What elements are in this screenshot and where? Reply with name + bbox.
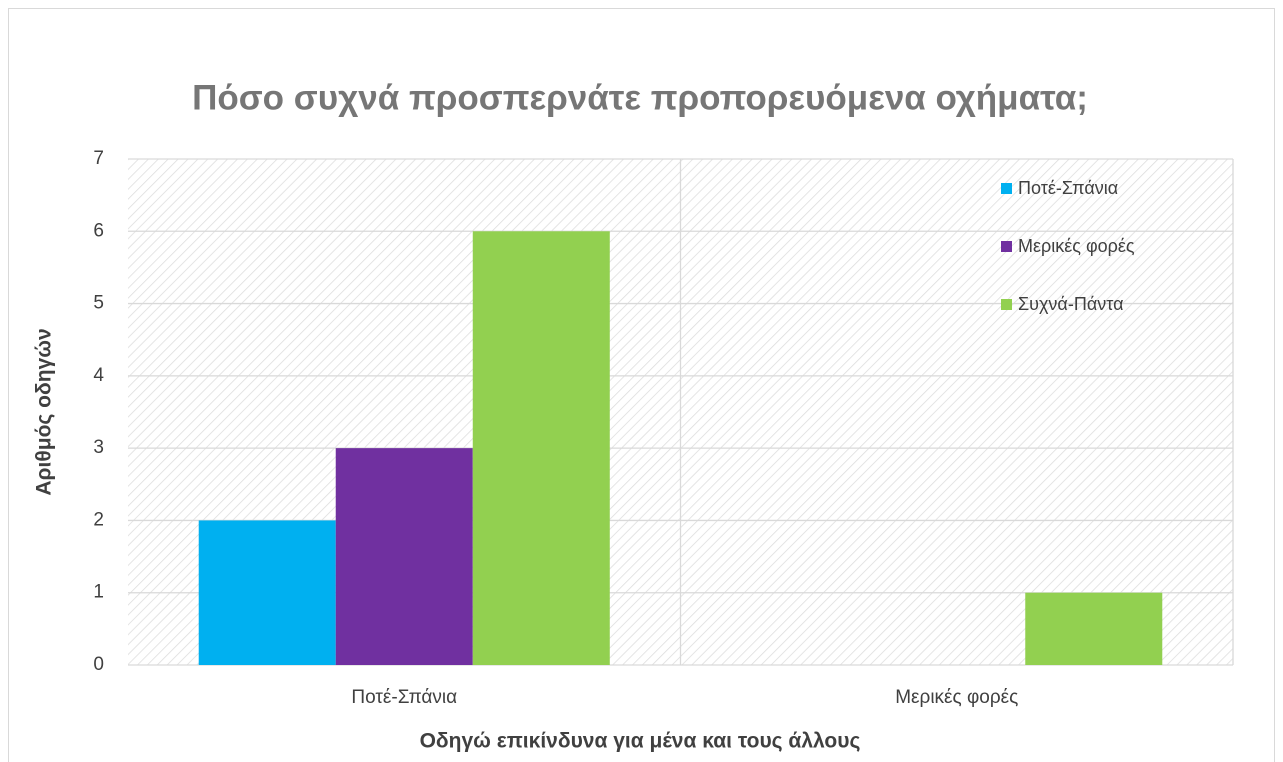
y-tick-label: 4 [93,365,104,386]
legend-swatch [1001,183,1012,194]
legend-label: Μερικές φορές [1018,236,1135,256]
y-tick-label: 1 [93,582,104,603]
legend-label: Ποτέ-Σπάνια [1018,178,1118,198]
bar [472,231,610,666]
y-tick-label: 7 [93,148,104,169]
legend-label: Συχνά-Πάντα [1018,294,1124,314]
bar [1025,592,1163,665]
y-axis-title: Αριθμός οδηγών [33,328,56,495]
y-tick-label: 0 [93,654,104,675]
bar [198,520,336,665]
y-tick-label: 6 [93,220,104,241]
y-tick-label: 5 [93,293,104,314]
y-tick-label: 3 [93,437,104,458]
x-tick-label: Ποτέ-Σπάνια [351,687,457,708]
x-tick-label: Μερικές φορές [895,687,1018,708]
x-axis-title: Οδηγώ επικίνδυνα για μένα και τους άλλου… [420,730,861,753]
legend-swatch [1001,299,1012,310]
y-tick-label: 2 [93,509,104,530]
chart-title: Πόσο συχνά προσπερνάτε προπορευόμενα οχή… [192,78,1088,117]
legend-swatch [1001,241,1012,252]
bar [335,448,473,665]
